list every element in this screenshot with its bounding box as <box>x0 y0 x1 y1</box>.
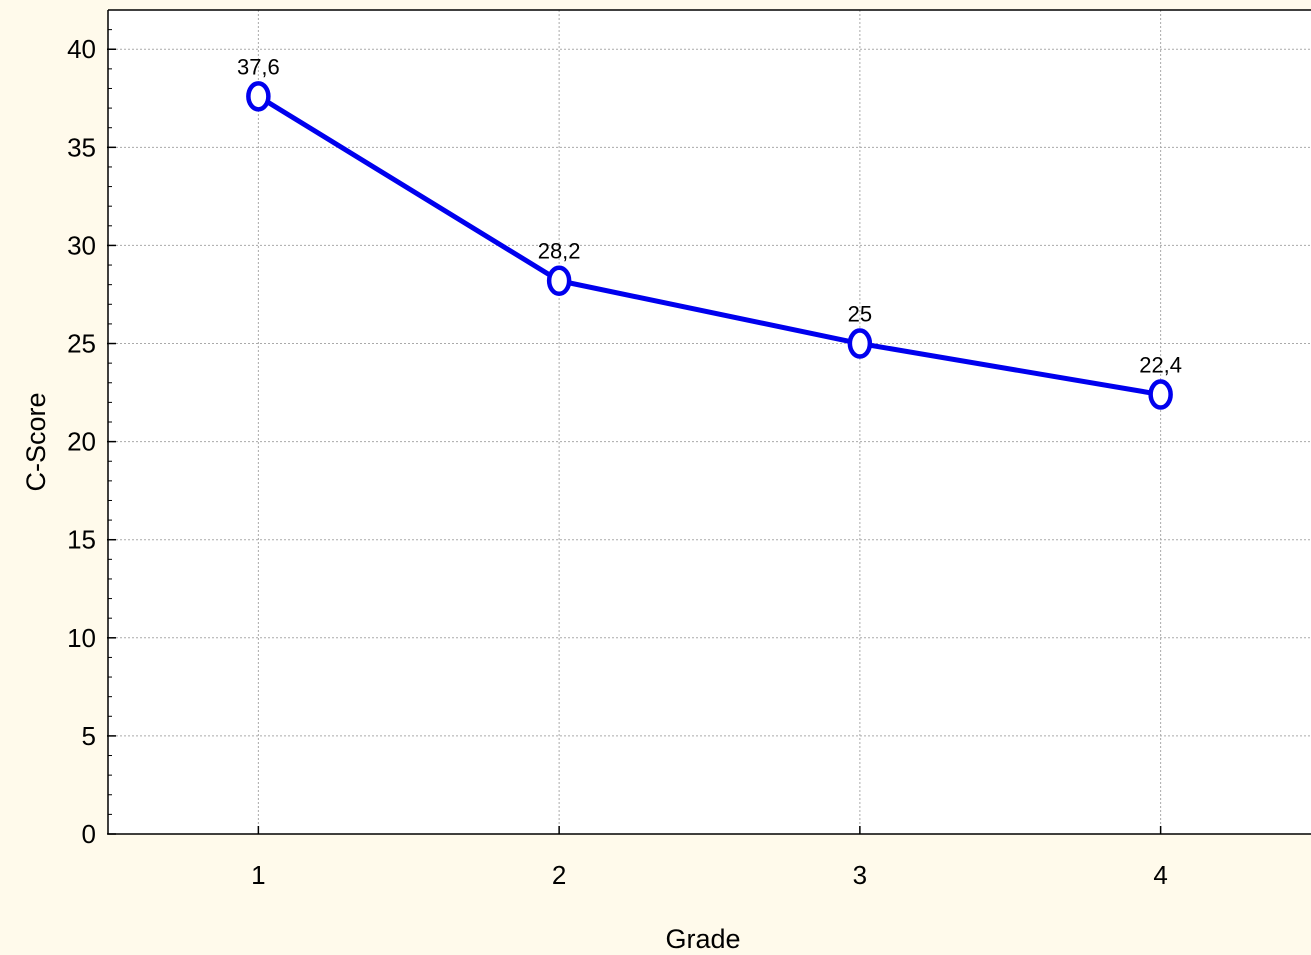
y-tick-label: 40 <box>67 34 96 64</box>
data-point-label: 25 <box>848 302 872 327</box>
y-tick-label: 35 <box>67 132 96 162</box>
y-tick-label: 20 <box>67 427 96 457</box>
y-tick-label: 25 <box>67 329 96 359</box>
series-line-path <box>257 94 1162 397</box>
grid-lines <box>108 10 1311 834</box>
tick-marks: 0 5 10 15 20 25 30 35 40 1 2 3 4 <box>67 29 1168 890</box>
data-point-marker <box>546 265 572 296</box>
data-point-marker <box>246 81 271 112</box>
data-point-label: 37,6 <box>237 54 280 79</box>
data-point-label: 22,4 <box>1139 353 1182 378</box>
y-tick-label: 30 <box>67 230 96 260</box>
x-tick-label: 4 <box>1153 860 1167 890</box>
data-point-label: 28,2 <box>538 239 581 264</box>
plot-area <box>108 10 1311 834</box>
y-tick-label: 10 <box>67 623 96 653</box>
x-tick-label: 1 <box>251 860 265 890</box>
x-axis-title: Grade <box>665 924 740 954</box>
x-tick-label: 2 <box>552 860 566 890</box>
y-tick-label: 15 <box>67 525 96 555</box>
x-tick-label: 3 <box>853 860 867 890</box>
y-tick-label: 0 <box>82 819 96 849</box>
y-axis-title: C-Score <box>21 392 51 491</box>
y-tick-label: 5 <box>82 721 96 751</box>
data-point-marker <box>847 328 873 359</box>
series-line: 37,6 28,2 25 22,4 <box>237 54 1182 410</box>
data-point-marker <box>1148 379 1173 410</box>
